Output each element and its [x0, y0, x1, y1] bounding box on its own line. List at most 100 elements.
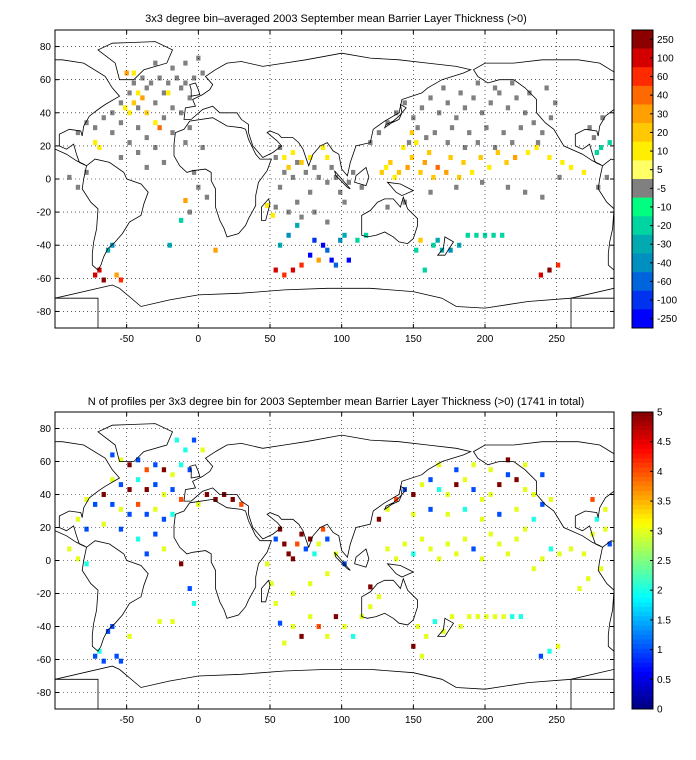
data-cell	[415, 624, 420, 629]
colorbar-segment	[632, 523, 653, 529]
colorbar-segment	[632, 699, 653, 705]
data-cell	[183, 80, 188, 86]
colorbar-segment	[632, 85, 653, 105]
data-cell	[97, 145, 102, 151]
data-cell	[449, 125, 455, 131]
data-cell	[170, 487, 175, 493]
coastline	[383, 103, 407, 129]
x-tick-label: 200	[477, 334, 494, 345]
coastline	[55, 665, 614, 709]
data-cell	[475, 80, 480, 86]
colorbar-segment	[632, 48, 653, 68]
data-cell	[290, 624, 296, 629]
x-tick-label: 150	[405, 334, 422, 345]
data-cell	[504, 159, 509, 165]
data-cell	[325, 219, 330, 225]
data-cell	[419, 536, 425, 542]
y-tick-label: -80	[37, 688, 52, 699]
data-cell	[604, 174, 609, 180]
data-cell	[135, 105, 141, 111]
data-cell	[385, 204, 390, 210]
data-cell	[531, 516, 536, 522]
data-cell	[497, 541, 502, 547]
colorbar-segment	[632, 620, 653, 626]
y-tick-label: 80	[40, 42, 52, 53]
colorbar-segment	[632, 597, 653, 603]
data-cell	[426, 150, 432, 155]
data-cell	[531, 492, 536, 497]
data-cell	[299, 214, 304, 220]
colorbar-segment	[632, 197, 653, 217]
data-cell	[161, 467, 167, 473]
data-cell	[512, 154, 518, 160]
colorbar-segment	[632, 611, 653, 617]
data-cell	[290, 174, 296, 180]
data-cell	[105, 247, 111, 253]
data-cell	[577, 586, 582, 592]
data-cell	[131, 80, 136, 86]
data-cell	[465, 232, 470, 238]
colorbar-label: 60	[657, 72, 669, 83]
colorbar-segment	[632, 667, 653, 673]
data-cell	[548, 496, 554, 502]
data-cell	[312, 237, 317, 243]
colorbar-segment	[632, 657, 653, 663]
coastline	[383, 485, 407, 511]
data-cell	[428, 506, 433, 512]
data-cell	[325, 154, 330, 160]
colorbar-segment	[632, 430, 653, 436]
data-cell	[299, 633, 304, 639]
data-cell	[411, 511, 416, 517]
data-cell	[428, 189, 433, 195]
data-cell	[277, 526, 283, 532]
coastline	[361, 195, 418, 245]
data-cell	[581, 551, 587, 557]
data-cell	[424, 633, 429, 639]
data-cell	[178, 561, 184, 567]
data-cell	[183, 140, 188, 146]
colorbar-label: 20	[657, 128, 669, 139]
data-cell	[418, 237, 423, 243]
colorbar-frame	[631, 29, 654, 329]
data-cell	[514, 95, 519, 101]
data-cell	[534, 145, 539, 151]
colorbar-segment	[632, 179, 653, 198]
coastline	[55, 284, 614, 328]
data-cell	[196, 184, 201, 190]
colorbar-segment	[632, 495, 653, 501]
colorbar-label: 1	[657, 645, 663, 656]
colorbar-label: -30	[657, 240, 672, 251]
data-cell	[598, 566, 604, 572]
coastline	[55, 678, 99, 709]
data-cell	[471, 487, 476, 493]
data-cell	[482, 232, 488, 238]
x-tick-label: 50	[264, 334, 276, 345]
data-cell	[492, 614, 498, 620]
data-cell	[333, 174, 339, 180]
data-cell	[406, 140, 412, 146]
data-cell	[514, 477, 519, 483]
data-cell	[127, 90, 132, 96]
data-cell	[540, 472, 545, 478]
data-cell	[392, 174, 397, 180]
data-cell	[307, 189, 313, 195]
colorbar-segment	[632, 588, 653, 594]
data-cell	[325, 179, 330, 185]
data-cell	[568, 546, 574, 552]
colorbar-label: 5	[657, 408, 663, 419]
data-cell	[522, 110, 528, 116]
data-cell	[495, 150, 501, 155]
data-cell	[548, 546, 554, 552]
colorbar-segment	[632, 685, 653, 691]
data-cell	[557, 174, 562, 180]
data-cell	[92, 140, 98, 146]
colorbar-segment	[632, 160, 653, 180]
y-tick-label: 20	[40, 141, 52, 152]
data-cell	[603, 506, 608, 512]
coastline	[189, 82, 201, 97]
data-cell	[170, 105, 175, 111]
data-cell	[131, 70, 136, 76]
data-cell	[454, 184, 459, 190]
coastline	[386, 563, 415, 578]
colorbar-segment	[632, 653, 653, 659]
